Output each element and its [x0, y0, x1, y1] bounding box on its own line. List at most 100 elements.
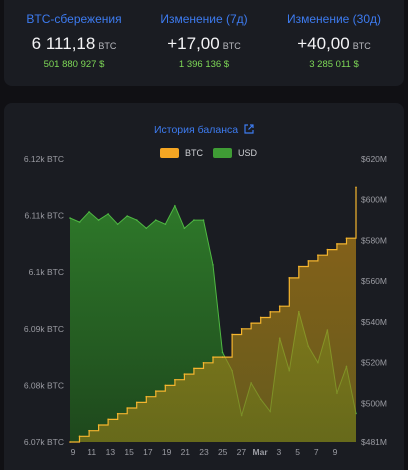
stat-value: +40,00 BTC: [269, 34, 399, 54]
x-axis-tick: 13: [106, 447, 116, 457]
stat-label: Изменение (30д): [286, 12, 382, 26]
btc-point: [221, 356, 224, 358]
external-link-icon[interactable]: [244, 124, 254, 134]
legend-swatch-usd: [213, 148, 232, 158]
btc-point: [135, 401, 138, 404]
chart-legend: BTC USD: [160, 148, 267, 158]
usd-point: [88, 211, 90, 213]
x-axis-tick: 9: [333, 447, 338, 457]
usd-point: [183, 227, 186, 230]
left-axis-tick: 6.09k BTC: [24, 324, 64, 334]
stat-usd-value: 1 396 136 $: [178, 59, 230, 70]
right-axis-tick: $560M: [361, 276, 387, 286]
stat-value: 6 111,18 BTC: [9, 34, 139, 54]
stat-value-number: 6 111,18: [31, 34, 96, 53]
chart-card: История баланса BTC USD 6.12k: [4, 103, 404, 470]
x-axis-tick: 9: [71, 447, 76, 457]
btc-point: [269, 311, 272, 313]
usd-point: [107, 213, 109, 215]
btc-point: [155, 390, 157, 392]
x-axis-tick: 21: [181, 447, 191, 457]
btc-point: [88, 429, 90, 432]
x-axis-tick: 11: [87, 447, 96, 457]
right-axis-tick: $481M: [361, 437, 387, 447]
usd-point: [202, 219, 205, 221]
btc-point: [107, 418, 109, 421]
stat-unit: BTC: [98, 41, 117, 51]
stat-unit: BTC: [222, 41, 241, 51]
usd-point: [116, 223, 119, 225]
right-axis-tick: $520M: [361, 358, 387, 368]
legend-item-btc[interactable]: BTC: [160, 148, 203, 158]
stat-value: +17,00 BTC: [139, 34, 269, 54]
usd-point: [135, 219, 138, 221]
legend-item-usd[interactable]: USD: [213, 148, 257, 158]
usd-point: [126, 215, 128, 217]
btc-point: [212, 356, 214, 358]
left-axis-tick: 6.07k BTC: [24, 437, 64, 447]
left-axis-tick: 6.12k BTC: [24, 154, 64, 164]
right-axis-tick: $500M: [361, 398, 387, 408]
usd-point: [221, 351, 224, 354]
x-axis-tick: 7: [314, 447, 319, 457]
stat-btc-savings: BTC-сбережения 6 111,18 BTC 501 880 927 $: [9, 12, 139, 70]
btc-point: [355, 186, 357, 189]
stat-label: BTC-сбережения: [26, 12, 122, 26]
stat-value-number: +17,00: [167, 34, 220, 53]
x-axis-tick: Mar: [253, 447, 269, 457]
btc-point: [317, 254, 319, 257]
right-axis-tick: $580M: [361, 235, 387, 245]
usd-point: [193, 219, 195, 221]
stat-change-7d: Изменение (7д) +17,00 BTC 1 396 136 $: [139, 12, 269, 70]
btc-area: [70, 187, 356, 442]
btc-point: [126, 407, 128, 409]
btc-point: [307, 260, 310, 262]
stat-usd-value: 3 285 011 $: [309, 59, 359, 70]
btc-point: [259, 316, 262, 319]
btc-point: [345, 237, 348, 240]
chart-title[interactable]: История баланса: [153, 124, 239, 136]
x-axis-tick: 23: [199, 447, 209, 457]
stat-label: Изменение (7д): [160, 12, 248, 26]
stat-value-number: +40,00: [297, 34, 350, 53]
btc-point: [69, 441, 71, 443]
x-axis-tick: 3: [277, 447, 282, 457]
left-axis-tick: 6.08k BTC: [24, 380, 64, 390]
x-axis-tick: 15: [124, 447, 134, 457]
btc-point: [164, 384, 167, 387]
stat-usd-value: 501 880 927 $: [43, 59, 105, 70]
btc-point: [78, 435, 81, 438]
x-axis-tick: 5: [295, 447, 300, 457]
legend-label-btc: BTC: [185, 148, 203, 158]
axis-layer: 6.12k BTC 6.11k BTC 6.1k BTC 6.09k BTC 6.08k…: [24, 154, 387, 457]
btc-point: [250, 322, 252, 324]
stat-unit: BTC: [352, 41, 371, 51]
chart-title-link[interactable]: История баланса: [4, 124, 404, 136]
x-axis-tick: 19: [162, 447, 172, 457]
left-axis-tick: 6.11k BTC: [24, 211, 64, 221]
btc-point: [240, 328, 243, 330]
btc-point: [97, 424, 100, 426]
usd-point: [69, 217, 71, 219]
x-axis-tick: 17: [143, 447, 153, 457]
btc-point: [193, 367, 195, 370]
left-axis-tick: 6.1k BTC: [29, 267, 64, 277]
usd-point: [78, 221, 81, 223]
balance-chart: 6.12k BTC 6.11k BTC 6.1k BTC 6.09k BTC 6.08k…: [24, 154, 387, 457]
btc-point: [202, 361, 205, 364]
legend-label-usd: USD: [238, 148, 258, 158]
btc-point: [174, 378, 176, 381]
usd-point: [145, 227, 148, 230]
btc-point: [183, 373, 186, 375]
legend-swatch-btc: [160, 148, 179, 158]
btc-point: [288, 277, 291, 279]
btc-point: [326, 248, 329, 251]
btc-area-layer: [69, 186, 357, 443]
usd-point: [174, 205, 176, 207]
right-axis-tick: $540M: [361, 317, 387, 327]
btc-point: [336, 243, 338, 245]
usd-point: [155, 219, 157, 221]
stats-card: BTC-сбережения 6 111,18 BTC 501 880 927 $…: [4, 0, 404, 86]
btc-line: [70, 187, 357, 443]
stat-change-30d: Изменение (30д) +40,00 BTC 3 285 011 $: [269, 12, 399, 70]
